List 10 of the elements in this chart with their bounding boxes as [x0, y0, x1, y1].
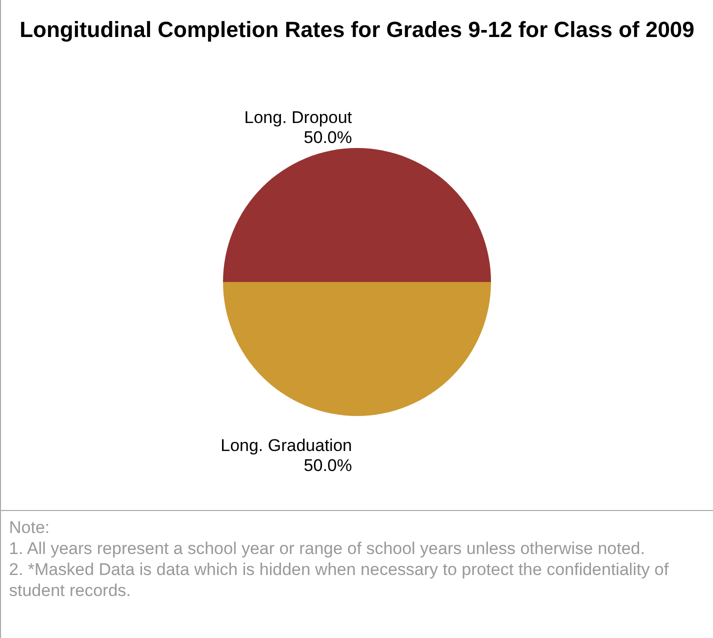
text: 1. All years represent a school year or range of school years unless otherwise noted. [9, 538, 646, 559]
data-label: 50.0% [304, 128, 352, 147]
text: Note: [9, 517, 51, 538]
data-label: 50.0% [304, 456, 352, 475]
pie-slice [223, 148, 491, 282]
pie-slice [223, 282, 491, 416]
chart-title: Longitudinal Completion Rates for Grades 9-12 for Class of 2009 [18, 16, 696, 43]
slice-label: Long. Dropout [244, 108, 352, 127]
slice-label: Long. Graduation [220, 436, 352, 455]
text: 2. *Masked Data is data which is hidden when necessary to protect the confidentiality of student records. [9, 559, 670, 601]
